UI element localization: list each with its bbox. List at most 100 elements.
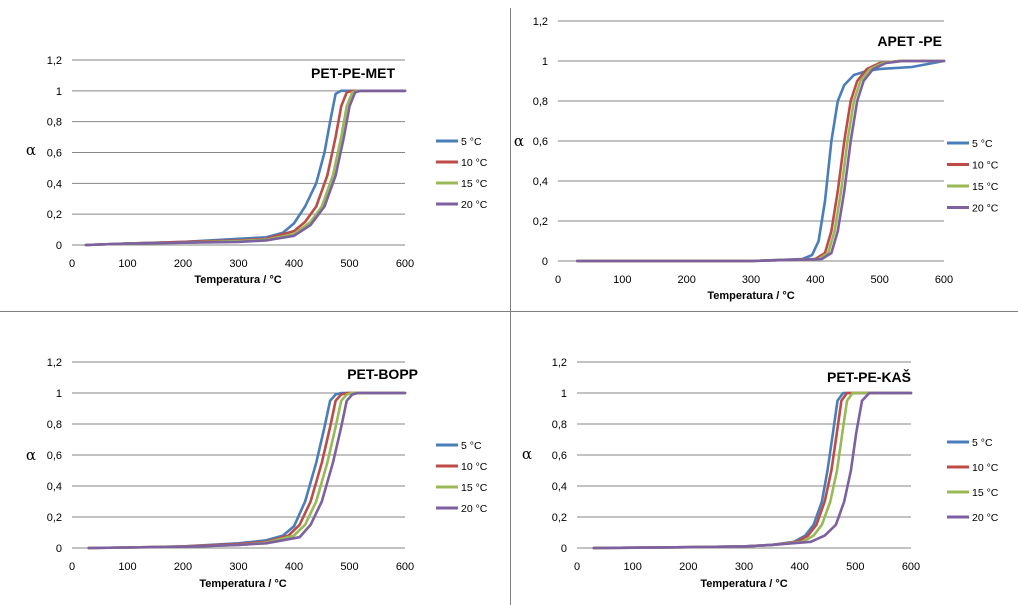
- x-tick-label: 100: [623, 561, 641, 573]
- y-tick-label: 1: [56, 86, 62, 98]
- x-tick-label: 600: [935, 274, 953, 286]
- y-tick-label: 0,8: [47, 117, 62, 129]
- x-tick-label: 500: [340, 561, 358, 573]
- legend-label-20-c: 20 °C: [461, 199, 488, 211]
- horizontal-divider: [0, 311, 1018, 312]
- chart-title: PET-BOPP: [347, 366, 418, 382]
- y-tick-label: 0,8: [552, 419, 567, 431]
- y-tick-label: 1,2: [533, 16, 548, 28]
- legend-label-5-c: 5 °C: [972, 437, 993, 449]
- series-line-5-c: [576, 59, 946, 263]
- x-axis-label: Temperatura / °C: [194, 274, 281, 286]
- series-line-15-c: [84, 89, 407, 247]
- x-tick-label: 600: [902, 561, 920, 573]
- x-tick-label: 500: [870, 274, 888, 286]
- legend-label-10-c: 10 °C: [461, 461, 488, 473]
- legend-label-10-c: 10 °C: [461, 157, 488, 169]
- legend-label-10-c: 10 °C: [972, 462, 999, 474]
- series-line-20-c: [592, 391, 913, 550]
- y-axis-label: α: [522, 445, 532, 463]
- y-tick-label: 0,6: [552, 450, 567, 462]
- chart-title: APET -PE: [877, 33, 942, 49]
- y-tick-label: 1,2: [47, 357, 62, 369]
- y-tick-label: 0,4: [533, 176, 548, 188]
- series-line-5-c: [87, 391, 407, 550]
- x-tick-label: 0: [574, 561, 580, 573]
- series-line-20-c: [87, 391, 407, 550]
- y-tick-label: 0: [542, 256, 548, 268]
- x-axis-label: Temperatura / °C: [199, 578, 286, 590]
- chart-title: PET-PE-KAŠ: [827, 368, 911, 385]
- series-line-20-c: [84, 89, 407, 247]
- legend-label-10-c: 10 °C: [972, 160, 999, 172]
- chart-pet-pe-kas: 0 0,2 0,4 0,6 0,8 1 1,2 0 100 200 300 400 500 600 Temp…: [522, 357, 999, 590]
- y-tick-label: 1: [56, 388, 62, 400]
- y-tick-label: 0: [56, 543, 62, 555]
- y-tick-label: 1: [561, 388, 567, 400]
- series-line-15-c: [576, 59, 946, 263]
- y-tick-label: 0,4: [47, 178, 62, 190]
- x-tick-label: 400: [806, 274, 824, 286]
- x-tick-label: 100: [613, 274, 631, 286]
- chart-panel-pet-bopp: 0 0,2 0,4 0,6 0,8 1 1,2 0 100 200 300 400 500 600 Temp…: [0, 312, 510, 605]
- y-tick-label: 0,6: [533, 136, 548, 148]
- y-tick-label: 1,2: [47, 55, 62, 67]
- chart-apet-pe: 0 0,2 0,4 0,6 0,8 1 1,2 0 100 200 300 400 500 600 Temp…: [514, 16, 999, 302]
- legend-label-5-c: 5 °C: [461, 136, 482, 148]
- x-tick-label: 0: [555, 274, 561, 286]
- legend-label-20-c: 20 °C: [972, 203, 999, 215]
- x-tick-label: 400: [790, 561, 808, 573]
- series-line-20-c: [576, 59, 946, 263]
- x-tick-label: 300: [735, 561, 753, 573]
- x-tick-label: 500: [846, 561, 864, 573]
- y-tick-label: 0,6: [47, 148, 62, 160]
- series-line-10-c: [84, 89, 407, 247]
- legend-label-20-c: 20 °C: [972, 512, 999, 524]
- x-tick-label: 200: [677, 274, 695, 286]
- x-tick-label: 300: [229, 561, 247, 573]
- x-tick-label: 300: [229, 258, 247, 270]
- chart-panel-apet-pe: 0 0,2 0,4 0,6 0,8 1 1,2 0 100 200 300 400 500 600 Temp…: [511, 0, 1018, 311]
- vertical-divider: [510, 8, 511, 605]
- series-line-10-c: [592, 391, 913, 550]
- x-tick-label: 300: [742, 274, 760, 286]
- y-tick-label: 0,8: [533, 96, 548, 108]
- x-tick-label: 100: [118, 561, 136, 573]
- x-tick-label: 0: [69, 561, 75, 573]
- series-line-10-c: [87, 391, 407, 550]
- chart-title: PET-PE-MET: [311, 65, 395, 81]
- legend-label-15-c: 15 °C: [972, 181, 999, 193]
- x-tick-label: 200: [679, 561, 697, 573]
- y-tick-label: 0,2: [552, 512, 567, 524]
- x-tick-label: 600: [396, 258, 414, 270]
- x-tick-label: 500: [340, 258, 358, 270]
- x-tick-label: 100: [118, 258, 136, 270]
- y-tick-label: 0: [561, 543, 567, 555]
- y-tick-label: 0: [56, 240, 62, 252]
- series-line-10-c: [576, 59, 946, 263]
- legend-label-15-c: 15 °C: [461, 482, 488, 494]
- legend-label-15-c: 15 °C: [972, 487, 999, 499]
- series-line-15-c: [87, 391, 407, 550]
- chart-pet-pe-met: 0 0,2 0,4 0,6 0,8 1 1,2 0 100 200 300 400 500 600 Temp…: [26, 55, 488, 286]
- y-tick-label: 0,8: [47, 419, 62, 431]
- y-tick-label: 0,4: [47, 481, 62, 493]
- legend-label-5-c: 5 °C: [461, 440, 482, 452]
- y-tick-label: 0,6: [47, 450, 62, 462]
- x-tick-label: 200: [174, 561, 192, 573]
- x-tick-label: 400: [285, 561, 303, 573]
- y-tick-label: 0,2: [47, 512, 62, 524]
- x-tick-label: 200: [174, 258, 192, 270]
- chart-pet-bopp: 0 0,2 0,4 0,6 0,8 1 1,2 0 100 200 300 400 500 600 Temp…: [26, 357, 488, 590]
- legend-label-15-c: 15 °C: [461, 178, 488, 190]
- series-line-5-c: [84, 89, 407, 247]
- y-tick-label: 0,2: [533, 216, 548, 228]
- chart-panel-pet-pe-kas: 0 0,2 0,4 0,6 0,8 1 1,2 0 100 200 300 400 500 600 Temp…: [511, 312, 1018, 605]
- x-axis-label: Temperatura / °C: [707, 290, 794, 302]
- legend-label-5-c: 5 °C: [972, 138, 993, 150]
- x-tick-label: 0: [69, 258, 75, 270]
- chart-panel-pet-pe-met: 0 0,2 0,4 0,6 0,8 1 1,2 0 100 200 300 400 500 600 Temp…: [0, 0, 510, 311]
- x-tick-label: 400: [285, 258, 303, 270]
- series-line-5-c: [592, 391, 913, 550]
- legend-label-20-c: 20 °C: [461, 503, 488, 515]
